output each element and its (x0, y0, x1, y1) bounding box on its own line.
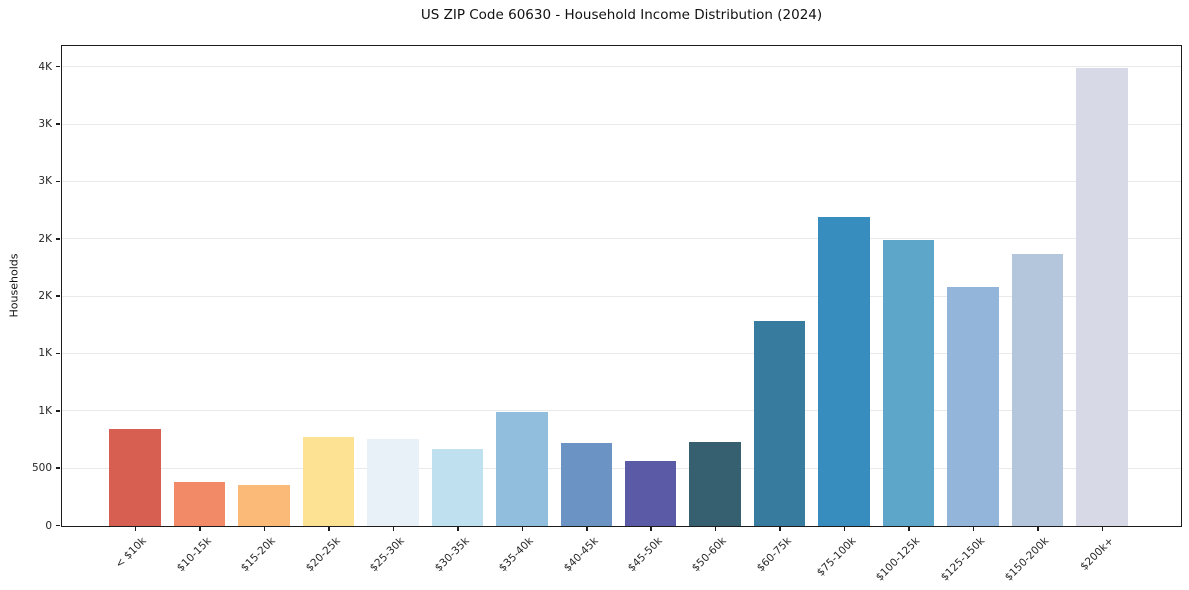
x-tick-mark-6 (521, 527, 524, 531)
bar-$45-50k (624, 460, 677, 526)
y-tick-mark-1000 (56, 410, 60, 412)
y-tick-label-3500: 3K (38, 118, 52, 131)
bar-$25-30k (367, 439, 419, 526)
plot-area (61, 45, 1182, 527)
y-tick-label-0: 0 (45, 519, 52, 532)
x-tick-mark-2 (263, 527, 266, 531)
bar-$200k+ (1076, 68, 1128, 526)
bar-< $10k (109, 429, 161, 526)
gridline-4000 (62, 66, 1181, 68)
y-tick-mark-500 (56, 467, 60, 469)
x-tick-label-13: $125-150k (938, 535, 988, 584)
gridline-2500 (62, 238, 1181, 240)
x-tick-mark-1 (199, 527, 201, 531)
bar-$60-75k (753, 321, 806, 526)
y-tick-mark-0 (56, 524, 60, 527)
y-tick-mark-4000 (56, 65, 60, 68)
x-tick-label-14: $150-200k (1002, 535, 1052, 584)
gridline-3000 (62, 180, 1181, 182)
bar-$100-125k (882, 239, 935, 526)
y-tick-label-500: 500 (31, 462, 52, 475)
x-tick-label-10: $60-75k (754, 535, 794, 575)
y-axis-label: Households (7, 253, 21, 318)
y-tick-mark-3500 (56, 123, 60, 125)
bar-$35-40k (496, 412, 548, 526)
bar-$150-200k (1011, 254, 1064, 526)
y-tick-label-2000: 2K (38, 290, 52, 303)
y-tick-label-1000: 1K (38, 404, 52, 417)
bar-$125-150k (947, 287, 999, 526)
x-tick-mark-7 (586, 527, 588, 531)
x-tick-label-7: $40-45k (561, 535, 601, 575)
y-tick-mark-2000 (56, 295, 60, 297)
x-tick-label-0: < $10k (113, 535, 149, 571)
gridline-2000 (62, 295, 1181, 297)
x-tick-mark-13 (972, 527, 975, 531)
x-tick-mark-9 (714, 527, 717, 531)
x-tick-mark-3 (328, 527, 330, 531)
y-tick-mark-2500 (56, 238, 60, 240)
y-tick-label-2500: 2K (38, 232, 52, 245)
x-tick-label-8: $45-50k (625, 535, 665, 575)
x-tick-mark-0 (134, 527, 137, 531)
bar-$50-60k (689, 442, 741, 526)
y-tick-label-3000: 3K (38, 175, 52, 188)
x-tick-label-4: $25-30k (367, 535, 407, 575)
bar-$30-35k (431, 448, 484, 526)
y-tick-label-1500: 1K (38, 347, 52, 360)
x-tick-mark-10 (779, 527, 781, 531)
x-tick-mark-11 (843, 527, 846, 531)
x-tick-label-6: $35-40k (496, 535, 536, 575)
x-tick-label-1: $10-15k (174, 535, 214, 575)
gridline-1500 (62, 352, 1181, 354)
x-tick-label-9: $50-60k (690, 535, 730, 575)
x-tick-label-12: $100-125k (874, 535, 923, 584)
x-tick-label-2: $15-20k (238, 535, 278, 575)
gridline-1000 (62, 410, 1181, 412)
bar-$75-100k (818, 216, 870, 526)
bar-$20-25k (302, 437, 355, 526)
x-tick-mark-12 (908, 527, 910, 531)
x-tick-mark-8 (650, 527, 652, 531)
x-tick-mark-5 (457, 527, 459, 531)
x-tick-label-15: $200k+ (1078, 535, 1117, 573)
chart-title: US ZIP Code 60630 - Household Income Dis… (420, 7, 823, 23)
y-tick-label-4000: 4K (38, 60, 52, 73)
x-tick-label-5: $30-35k (432, 535, 472, 575)
gridline-3500 (62, 123, 1181, 125)
x-tick-label-11: $75-100k (814, 535, 859, 579)
bar-$40-45k (560, 443, 613, 526)
x-tick-label-3: $20-25k (303, 535, 343, 575)
x-tick-mark-15 (1101, 527, 1104, 531)
x-tick-mark-14 (1037, 527, 1039, 531)
bar-$10-15k (173, 481, 226, 526)
y-tick-mark-1500 (56, 352, 60, 355)
bar-$15-20k (238, 484, 290, 526)
gridline-500 (62, 467, 1181, 469)
x-tick-mark-4 (392, 527, 395, 531)
y-tick-mark-3000 (56, 180, 60, 183)
